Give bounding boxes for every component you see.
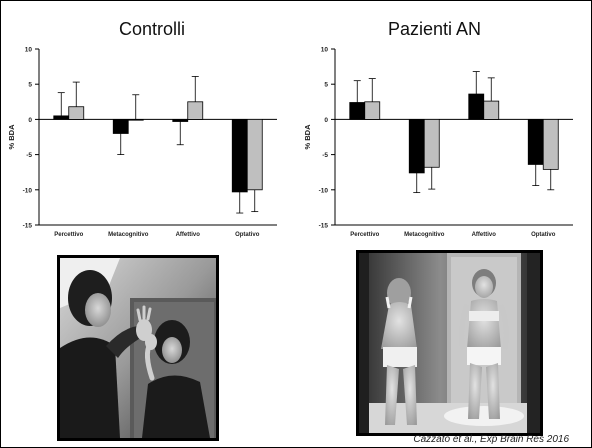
patients-title: Pazienti AN xyxy=(388,19,482,39)
bar xyxy=(68,106,85,120)
y-tick-label: -15 xyxy=(23,223,33,230)
bar xyxy=(187,101,204,120)
controls-title: Controlli xyxy=(119,19,186,39)
bar xyxy=(53,115,70,120)
x-tick-label: Percettivo xyxy=(350,232,379,238)
x-tick-label: Metacognitivo xyxy=(108,232,149,238)
bar xyxy=(231,119,248,193)
bar xyxy=(246,119,263,191)
bar xyxy=(542,119,559,170)
citation: Cazzato et al., Exp Brain Res 2016 xyxy=(413,434,569,445)
y-tick-label: -5 xyxy=(26,152,32,159)
bar xyxy=(364,101,381,120)
x-tick-label: Optativo xyxy=(235,232,260,238)
x-tick-label: Metacognitivo xyxy=(404,232,445,238)
y-tick-label: 0 xyxy=(28,117,32,124)
bar xyxy=(408,119,425,174)
bar xyxy=(468,93,485,120)
bar xyxy=(349,102,366,120)
x-tick-label: Percettivo xyxy=(54,232,83,238)
controls-bar-chart: 10 5 0 -5 -10 -15 % BDA Percettivo Metacognitivo… xyxy=(7,47,277,238)
bar xyxy=(423,119,440,168)
bar xyxy=(483,100,500,120)
x-tick-label: Optativo xyxy=(531,232,556,238)
mirror-body-photo xyxy=(356,250,543,436)
y-axis-label: % BDA xyxy=(7,124,16,150)
bar xyxy=(172,119,189,122)
y-tick-label: 0 xyxy=(324,117,328,124)
bar xyxy=(112,119,129,134)
x-tick-label: Affettivo xyxy=(472,232,497,238)
y-tick-label: -10 xyxy=(23,187,33,194)
x-tick-label: Affettivo xyxy=(176,232,201,238)
y-tick-label: -15 xyxy=(319,223,329,230)
y-tick-label: -10 xyxy=(319,187,329,194)
y-tick-label: -5 xyxy=(322,152,328,159)
bar xyxy=(527,119,544,165)
y-tick-label: 5 xyxy=(28,82,32,89)
mirror-gesture-photo xyxy=(57,255,219,441)
bar xyxy=(127,119,144,121)
patients-bar-chart: 10 5 0 -5 -10 -15 % BDA Percettivo Metacognitivo… xyxy=(303,47,573,238)
y-tick-label: 10 xyxy=(321,47,329,54)
y-tick-label: 5 xyxy=(324,82,328,89)
y-axis-label: % BDA xyxy=(303,124,312,150)
y-tick-label: 10 xyxy=(25,47,33,54)
